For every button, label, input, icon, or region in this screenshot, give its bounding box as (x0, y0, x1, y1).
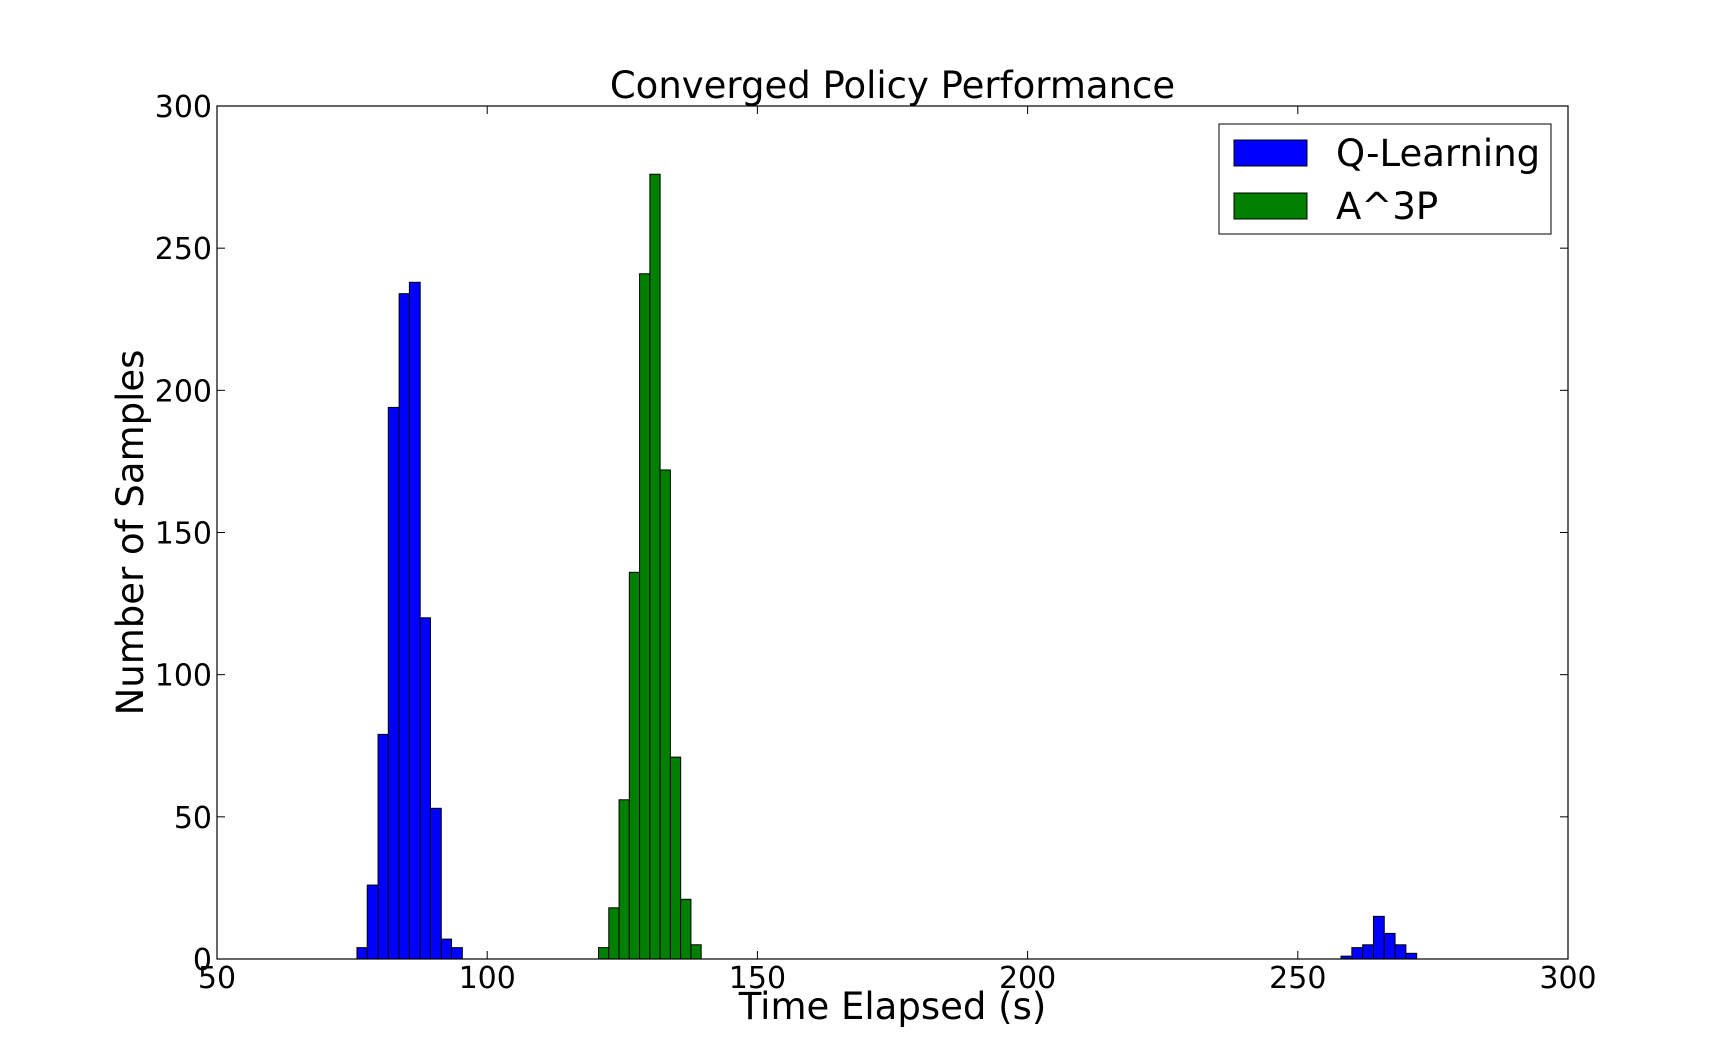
histogram-bar-series-1 (1351, 947, 1364, 960)
x-axis-label: Time Elapsed (s) (738, 985, 1047, 1028)
y-tick-label: 50 (174, 801, 212, 836)
histogram-bar-series-1 (429, 807, 442, 960)
histogram-bar-series-1 (419, 617, 431, 960)
histogram-bar-series-2 (628, 571, 641, 960)
histogram-bar-series-1 (1394, 944, 1407, 960)
legend: Q-Learning A^3P (1218, 123, 1552, 235)
histogram-bar-series-1 (440, 938, 453, 960)
histogram-bar-series-1 (356, 947, 368, 960)
x-axis-ticks: 50 100 150 200 250 300 (198, 106, 1597, 996)
histogram-bar-series-2 (608, 907, 620, 960)
histogram-bar-series-1 (366, 884, 379, 960)
y-tick-label: 250 (155, 232, 212, 267)
legend-swatch-series-2 (1233, 192, 1308, 220)
histogram-bar-series-1 (398, 293, 410, 960)
histogram-bar-series-1 (1383, 932, 1396, 960)
x-tick-label: 200 (999, 961, 1056, 996)
y-tick-label: 0 (193, 943, 212, 978)
y-tick-label: 150 (155, 517, 212, 552)
histogram-bar-series-2 (639, 273, 651, 960)
histogram-bar-series-2 (598, 947, 610, 960)
histogram-bar-series-1 (451, 947, 463, 960)
histogram-bar-series-2 (680, 898, 692, 960)
histogram-bar-series-2 (659, 469, 671, 960)
histogram-bar-series-1 (408, 281, 421, 960)
x-tick-label: 50 (198, 961, 236, 996)
legend-swatch-series-1 (1233, 139, 1308, 167)
legend-label-series-2: A^3P (1336, 185, 1438, 228)
x-tick-label: 300 (1539, 961, 1596, 996)
histogram-bar-series-1 (1372, 915, 1385, 960)
x-tick-label: 100 (459, 961, 516, 996)
y-tick-label: 100 (155, 659, 212, 694)
histogram-bar-series-1 (1405, 952, 1418, 960)
histogram-bar-series-1 (387, 406, 400, 960)
legend-label-series-1: Q-Learning (1336, 132, 1540, 175)
y-tick-label: 300 (155, 90, 212, 125)
histogram-bar-series-2 (669, 756, 682, 960)
y-axis-label: Number of Samples (109, 350, 152, 716)
plot-area-frame (216, 105, 1569, 960)
histogram-bar-series-2 (690, 944, 702, 960)
y-tick-label: 200 (155, 374, 212, 409)
y-axis-ticks: 0 50 100 150 200 250 300 (155, 90, 1568, 978)
x-tick-label: 250 (1269, 961, 1326, 996)
x-tick-label: 150 (729, 961, 786, 996)
histogram-bar-series-2 (649, 173, 661, 960)
chart-title: Converged Policy Performance (610, 64, 1175, 107)
histogram-bar-series-1 (1362, 944, 1374, 960)
histogram-bar-series-2 (618, 799, 630, 960)
histogram-bar-series-1 (377, 733, 389, 960)
